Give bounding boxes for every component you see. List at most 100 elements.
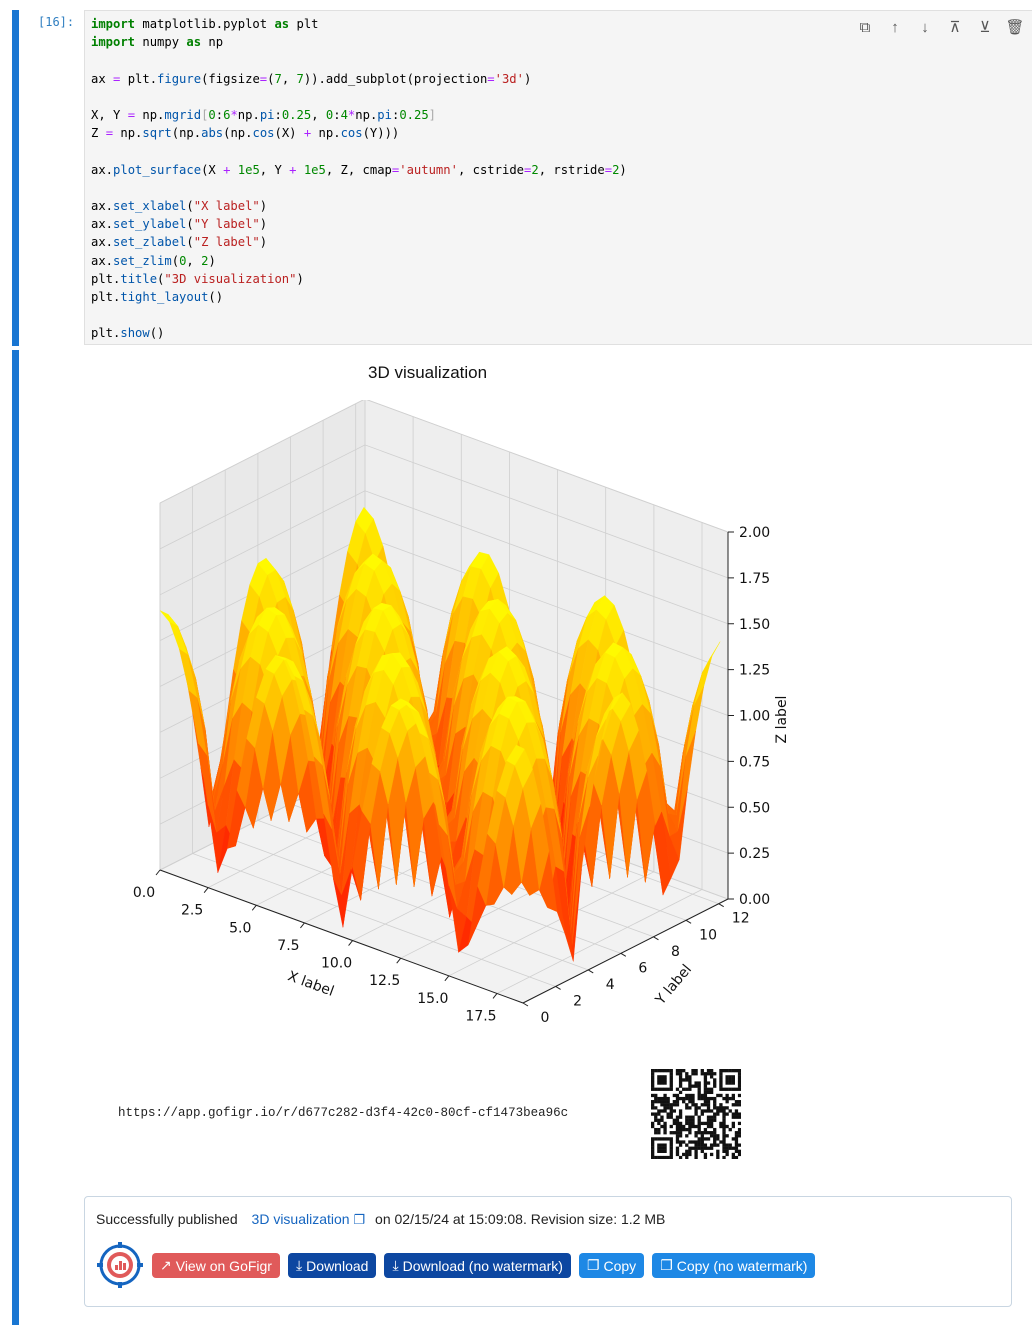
delete-cell-icon[interactable]: 🗑	[1005, 19, 1025, 36]
qr-module	[685, 1127, 689, 1132]
qr-module	[703, 1121, 708, 1126]
qr-module	[672, 1121, 677, 1126]
qr-module	[654, 1093, 658, 1098]
code-text[interactable]: import matplotlib.pyplot as plt import n…	[91, 15, 627, 343]
qr-module	[722, 1096, 726, 1101]
qr-module	[716, 1152, 720, 1157]
qr-module	[725, 1081, 729, 1085]
qr-module	[654, 1100, 658, 1104]
qr-module	[703, 1096, 708, 1101]
qr-module	[697, 1131, 701, 1135]
z-tick-label: 0.25	[739, 846, 770, 862]
qr-module	[654, 1118, 658, 1122]
qr-module	[651, 1100, 655, 1104]
qr-module	[688, 1096, 692, 1101]
qr-module	[672, 1100, 677, 1104]
qr-module	[660, 1069, 664, 1073]
qr-module	[713, 1134, 717, 1138]
qr-module	[675, 1137, 680, 1141]
qr-module	[669, 1137, 673, 1141]
qr-module	[654, 1112, 658, 1116]
qr-module	[651, 1084, 655, 1088]
qr-module	[688, 1124, 692, 1129]
qr-module	[660, 1155, 664, 1159]
qr-module	[657, 1146, 661, 1150]
qr-module	[666, 1137, 670, 1141]
copy-button[interactable]: ❐ Copy	[578, 1253, 645, 1278]
qr-module	[734, 1149, 739, 1153]
qr-module	[737, 1087, 741, 1091]
code-line: plt.tight_layout()	[91, 290, 224, 305]
qr-module	[706, 1090, 711, 1095]
qr-module	[706, 1103, 711, 1107]
qr-module	[669, 1152, 673, 1157]
download-label: Download	[306, 1257, 369, 1274]
qr-module	[669, 1109, 673, 1113]
code-line: plt.title("3D visualization")	[91, 271, 304, 286]
qr-module	[709, 1075, 714, 1079]
qr-module	[682, 1078, 686, 1082]
code-cell-editor[interactable]: import matplotlib.pyplot as plt import n…	[84, 10, 1032, 345]
qr-module	[722, 1124, 726, 1129]
qr-module	[669, 1124, 673, 1129]
qr-module	[685, 1078, 689, 1082]
qr-module	[675, 1093, 680, 1098]
insert-below-icon[interactable]: ⊻	[979, 19, 991, 36]
qr-module	[716, 1149, 720, 1153]
x-tick-label: 2.5	[181, 903, 203, 919]
qr-module	[716, 1109, 720, 1113]
qr-module	[657, 1118, 661, 1122]
x-tick	[203, 887, 209, 893]
y-tick-label: 0	[541, 1010, 550, 1026]
qr-module	[737, 1069, 741, 1073]
qr-module	[657, 1078, 661, 1082]
qr-module	[663, 1146, 667, 1150]
download-button[interactable]: ⤓ Download	[287, 1253, 377, 1278]
qr-module	[651, 1140, 655, 1144]
code-line: plt.show()	[91, 326, 165, 341]
qr-module	[709, 1069, 714, 1073]
qr-module	[737, 1093, 741, 1098]
qr-module	[737, 1152, 741, 1157]
copy-link-icon[interactable]: ❐	[353, 1212, 366, 1227]
qr-module	[660, 1146, 664, 1150]
y-tick-label: 6	[638, 960, 647, 976]
qr-module	[703, 1109, 708, 1113]
qr-module	[663, 1078, 667, 1082]
qr-module	[685, 1075, 689, 1079]
qr-module	[672, 1103, 677, 1107]
view-on-gofigr-button[interactable]: ↗ View on GoFigr	[152, 1253, 280, 1278]
qr-module	[700, 1109, 704, 1113]
qr-module	[651, 1121, 655, 1126]
qr-module	[657, 1096, 661, 1101]
download-no-watermark-button[interactable]: ⤓ Download (no watermark)	[384, 1253, 571, 1278]
qr-module	[700, 1149, 704, 1153]
figure-link[interactable]: 3D visualization	[251, 1211, 350, 1227]
output-collapser-bar[interactable]	[12, 350, 19, 1325]
qr-module	[722, 1109, 726, 1113]
qr-module	[737, 1112, 741, 1116]
qr-module	[737, 1075, 741, 1079]
copy-no-watermark-button[interactable]: ❐ Copy (no watermark)	[652, 1253, 816, 1278]
x-tick	[444, 975, 450, 982]
qr-module	[651, 1112, 655, 1116]
qr-module	[660, 1100, 664, 1104]
code-line: ax.plot_surface(X + 1e5, Y + 1e5, Z, cma…	[91, 162, 627, 177]
qr-module	[725, 1143, 729, 1147]
x-axis-label: X label	[285, 968, 335, 999]
cell-collapser-bar[interactable]	[12, 10, 19, 346]
y-axis-line	[522, 898, 729, 1004]
insert-above-icon[interactable]: ⊼	[949, 19, 961, 36]
qr-module	[660, 1087, 664, 1091]
qr-module	[651, 1069, 655, 1073]
qr-module	[675, 1140, 680, 1144]
qr-module	[678, 1084, 683, 1088]
qr-module	[688, 1146, 692, 1150]
qr-module	[709, 1152, 714, 1157]
move-up-icon[interactable]: ↑	[891, 18, 899, 36]
duplicate-cell-icon[interactable]: ⧉	[859, 18, 871, 36]
qr-module	[722, 1069, 726, 1073]
qr-module	[675, 1118, 680, 1122]
qr-module	[657, 1100, 661, 1104]
move-down-icon[interactable]: ↓	[921, 18, 929, 36]
